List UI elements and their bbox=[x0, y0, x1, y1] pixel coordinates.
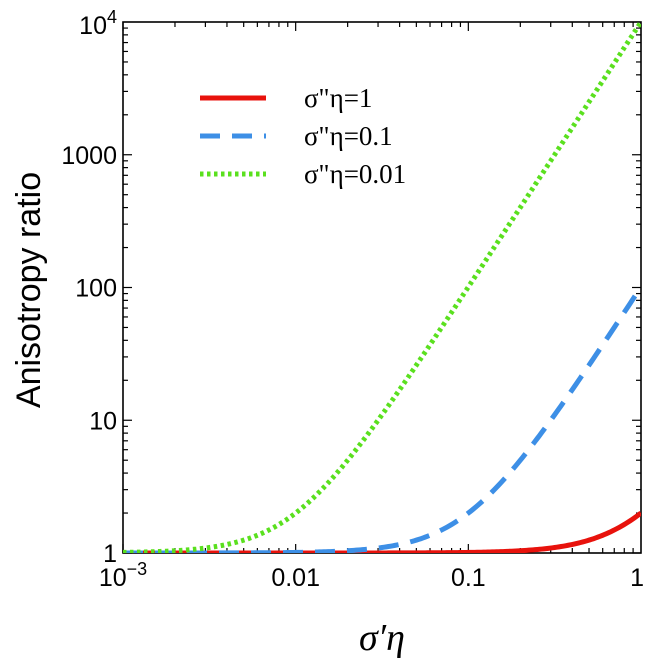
y-tick-label: 1000 bbox=[61, 142, 117, 170]
x-tick-label: 0.01 bbox=[271, 564, 320, 592]
y-tick-label: 1 bbox=[103, 540, 117, 568]
series-line-1 bbox=[123, 511, 641, 553]
x-tick-label: 1 bbox=[630, 564, 644, 592]
legend-label-1: σ"η=1 bbox=[304, 83, 372, 113]
x-tick-label: 0.1 bbox=[451, 564, 486, 592]
x-axis-label: σ′η bbox=[359, 617, 405, 659]
y-axis-label: Anisotropy ratio bbox=[10, 172, 48, 408]
y-tick-label: 10 bbox=[89, 407, 117, 435]
series-line-2 bbox=[123, 285, 641, 553]
plot-frame bbox=[122, 21, 642, 554]
legend-label-3: σ"η=0.01 bbox=[304, 159, 406, 189]
series-line-3 bbox=[123, 22, 641, 553]
y-tick-label: 104 bbox=[79, 7, 117, 40]
legend: σ"η=1 σ"η=0.1 σ"η=0.01 bbox=[200, 83, 406, 189]
y-tick-label: 100 bbox=[75, 275, 117, 303]
legend-label-2: σ"η=0.1 bbox=[304, 121, 393, 151]
x-tick-label: 10−3 bbox=[99, 559, 147, 592]
